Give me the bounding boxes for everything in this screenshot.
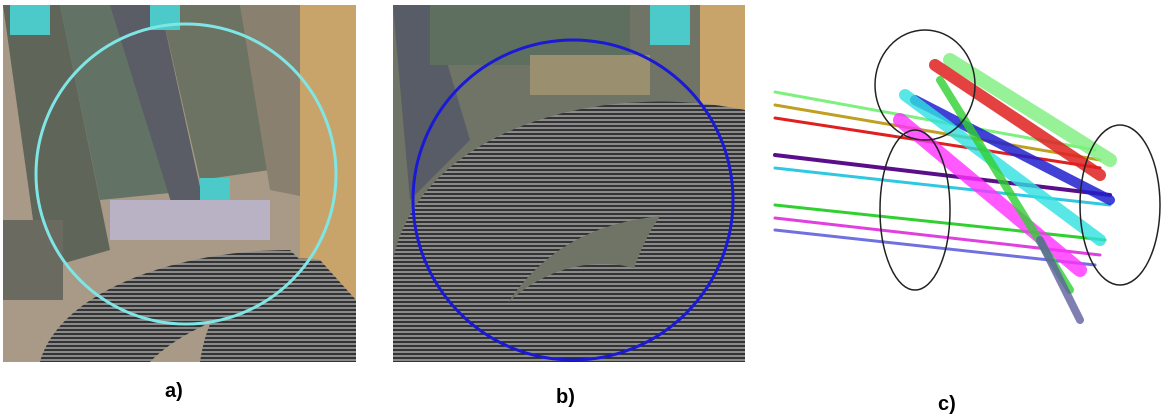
panel-label: b) xyxy=(556,386,575,409)
panel-b-image xyxy=(393,5,745,362)
panel-c-image xyxy=(775,30,1160,320)
panel-label: c) xyxy=(938,393,956,416)
panel-a-image xyxy=(3,5,356,362)
panel-label: a) xyxy=(165,380,183,403)
figure-art xyxy=(0,0,1163,417)
figure: a) b) c) xyxy=(0,0,1163,417)
